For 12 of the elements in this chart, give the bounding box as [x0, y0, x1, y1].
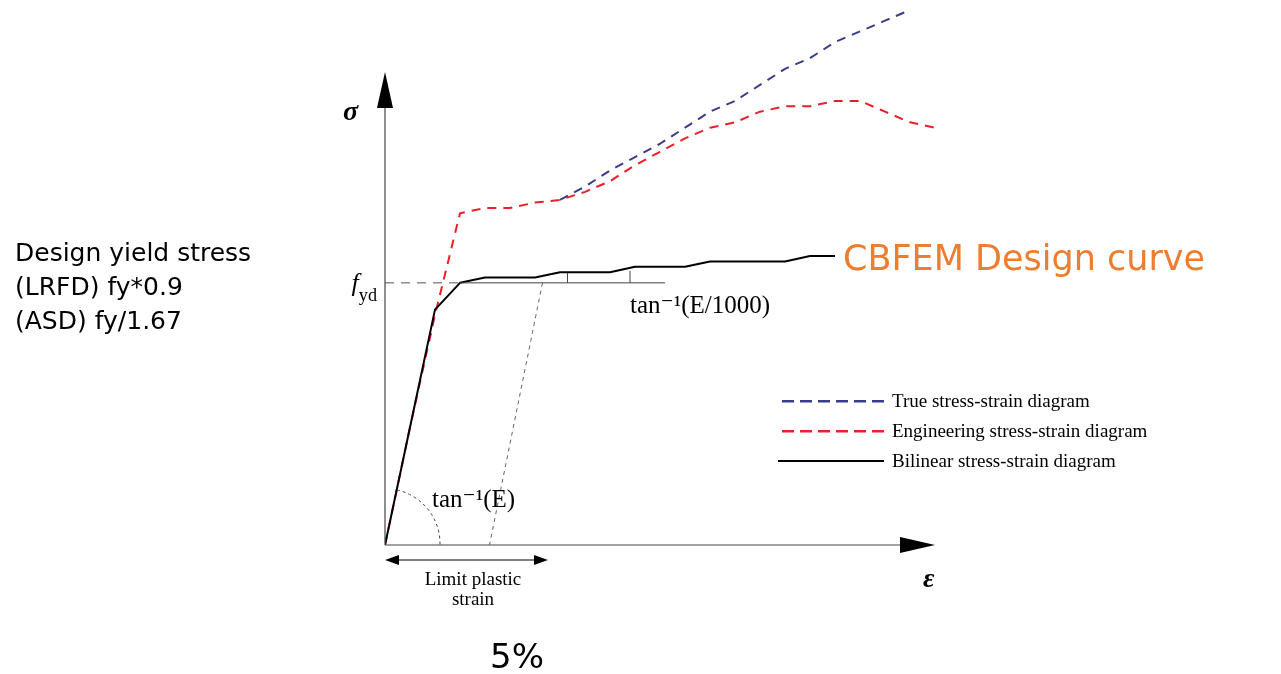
y-axis-title: σ: [343, 95, 359, 126]
annotation: CBFEM Design curve: [843, 238, 1206, 278]
legend-label: True stress-strain diagram: [892, 390, 1090, 411]
ref-line-label: f$_{yd}$: [351, 267, 377, 305]
text: 5%: [490, 636, 544, 674]
x-axis-title: ε: [923, 562, 935, 593]
text: Limit plastic strain: [423, 568, 523, 609]
annotation: tan⁻¹(E/1000): [630, 290, 771, 319]
text: Design yield stress (LRFD) fy*0.9 (ASD) fy/1.67: [15, 237, 252, 337]
annotation: tan⁻¹(E): [432, 484, 516, 513]
legend-label: Engineering stress-strain diagram: [892, 420, 1148, 441]
text: Bilinear stress-strain diagram: [892, 450, 1116, 471]
